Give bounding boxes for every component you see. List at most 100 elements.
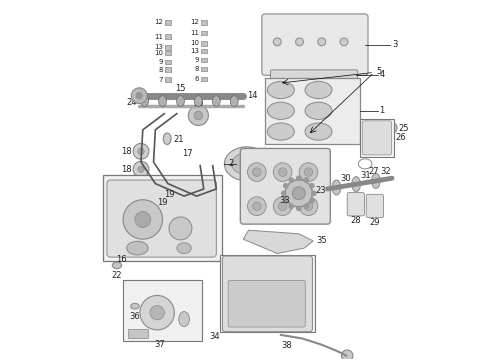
Circle shape [289,204,294,208]
FancyBboxPatch shape [228,280,305,327]
Text: 12: 12 [190,19,199,25]
Bar [165,77,171,82]
Text: 38: 38 [281,341,292,350]
FancyBboxPatch shape [366,194,383,218]
Text: 2: 2 [228,159,234,168]
Circle shape [299,197,318,216]
Circle shape [131,88,147,104]
Text: 28: 28 [351,216,362,225]
Text: 7: 7 [159,77,163,82]
Polygon shape [243,230,313,253]
Text: 18: 18 [122,165,132,174]
Text: 33: 33 [279,196,290,205]
Text: 31: 31 [361,171,371,180]
Bar [165,50,171,55]
Circle shape [247,163,266,181]
Text: 18: 18 [122,147,132,156]
Ellipse shape [268,123,294,140]
FancyBboxPatch shape [362,121,392,155]
Circle shape [312,191,316,195]
Text: 8: 8 [195,66,199,72]
Bar [165,59,171,64]
Circle shape [138,166,144,172]
Bar [200,49,207,53]
Circle shape [342,350,353,360]
Ellipse shape [176,96,184,107]
Text: 25: 25 [398,123,409,132]
Text: 24: 24 [127,98,137,107]
Circle shape [150,306,164,320]
Circle shape [169,217,192,240]
Text: 1: 1 [379,107,385,116]
Bar [200,67,207,71]
Text: 32: 32 [380,167,391,176]
FancyBboxPatch shape [265,78,360,144]
Ellipse shape [112,262,122,269]
Ellipse shape [212,96,220,107]
FancyBboxPatch shape [347,193,365,216]
Text: 29: 29 [369,218,380,227]
Circle shape [135,212,151,227]
Text: 19: 19 [157,198,168,207]
Text: 5: 5 [376,67,381,76]
Text: 22: 22 [112,271,122,280]
Text: 19: 19 [164,190,175,199]
Ellipse shape [195,96,202,107]
Ellipse shape [268,102,294,120]
Text: 3: 3 [392,40,397,49]
Circle shape [136,93,143,99]
Ellipse shape [230,96,238,107]
Text: 13: 13 [154,44,163,50]
FancyBboxPatch shape [103,175,221,261]
Text: 13: 13 [190,48,199,54]
Text: 26: 26 [395,133,406,142]
Ellipse shape [305,81,332,99]
Text: 21: 21 [173,135,184,144]
Ellipse shape [224,147,269,181]
Ellipse shape [126,241,148,255]
Text: 35: 35 [317,237,327,246]
Ellipse shape [163,133,171,144]
Circle shape [140,296,174,330]
Bar [200,41,207,45]
Bar [165,45,171,50]
Circle shape [289,178,294,183]
Text: 12: 12 [154,19,163,25]
Circle shape [310,184,314,188]
Ellipse shape [305,102,332,120]
Text: 8: 8 [159,67,163,73]
Circle shape [123,200,163,239]
FancyBboxPatch shape [360,119,394,157]
FancyBboxPatch shape [270,70,358,79]
FancyBboxPatch shape [240,148,330,224]
Circle shape [310,199,314,203]
Circle shape [273,197,292,216]
Circle shape [304,204,309,208]
Bar [165,20,171,25]
Circle shape [296,206,301,211]
Ellipse shape [232,153,262,175]
FancyBboxPatch shape [220,255,315,332]
Text: 10: 10 [154,50,163,56]
Text: 23: 23 [315,186,325,195]
Text: 9: 9 [159,59,163,65]
Bar [165,67,171,72]
Ellipse shape [141,96,148,107]
Text: 9: 9 [195,57,199,63]
Text: 15: 15 [175,84,186,93]
Circle shape [273,163,292,181]
Circle shape [188,105,208,126]
Ellipse shape [352,177,361,192]
Ellipse shape [131,303,139,309]
Text: 17: 17 [182,149,193,158]
Ellipse shape [177,243,191,253]
Circle shape [284,199,288,203]
Circle shape [304,168,313,176]
Circle shape [285,180,313,207]
Ellipse shape [371,174,380,188]
Circle shape [252,202,261,211]
Text: 36: 36 [129,312,140,321]
Ellipse shape [179,312,190,327]
Text: 11: 11 [190,30,199,36]
Bar [165,35,171,39]
